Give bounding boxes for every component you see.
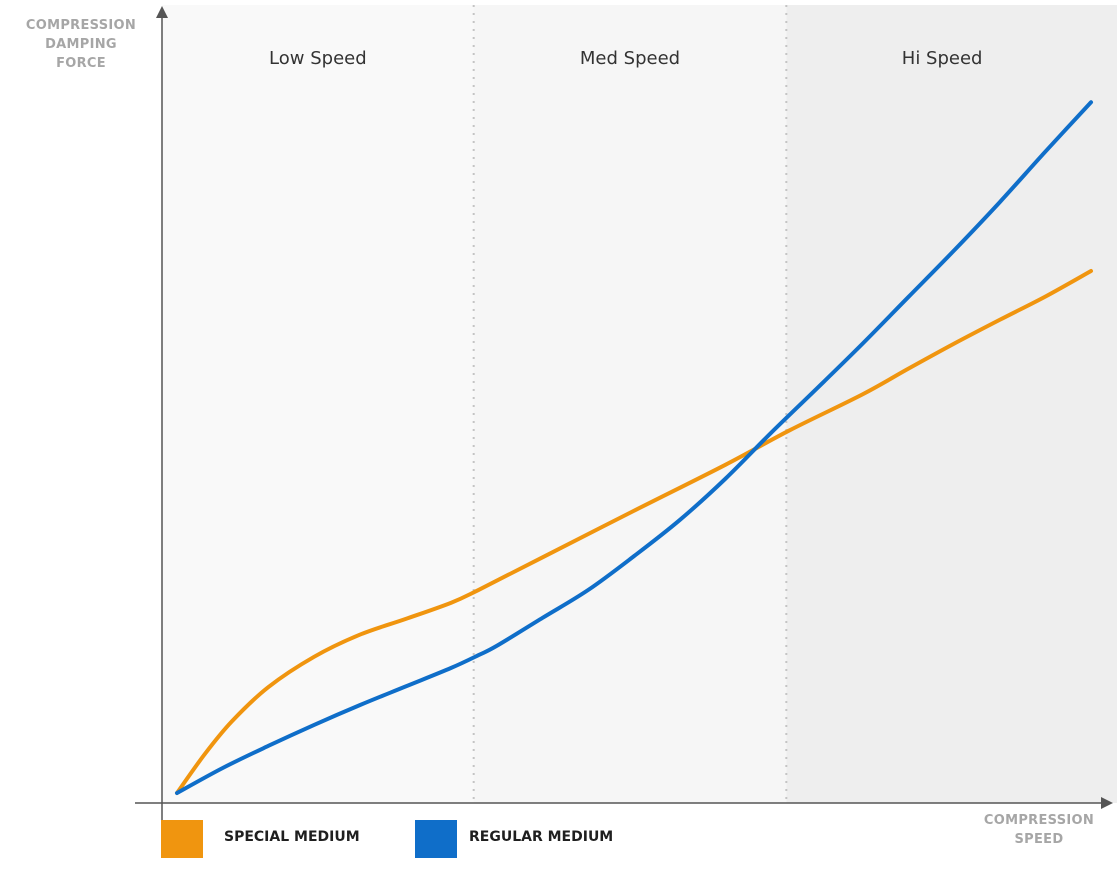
zone-low-speed [162, 5, 474, 803]
x-axis-title-line-2: SPEED [1014, 832, 1064, 847]
speed-zones [162, 5, 1117, 803]
series-lines [175, 100, 1093, 795]
legend-swatch-special-medium [161, 820, 203, 858]
x-axis-title: COMPRESSION SPEED [972, 811, 1106, 849]
y-axis-title: COMPRESSION DAMPING FORCE [22, 16, 140, 73]
zone-med-speed [473, 5, 787, 803]
x-axis-arrow-icon [1101, 797, 1113, 809]
zone-labels: Low Speed Med Speed Hi Speed [269, 48, 982, 69]
y-axis-title-line-1: COMPRESSION [25, 18, 137, 33]
legend-label-special-medium: SPECIAL MEDIUM [224, 829, 360, 845]
axes [135, 6, 1113, 830]
zone-hi-speed [786, 5, 1117, 803]
x-axis-title-line-1: COMPRESSION [983, 813, 1095, 828]
zone-label-med-speed: Med Speed [580, 48, 680, 69]
y-axis-title-line-3: FORCE [56, 56, 106, 71]
series-line-special-medium [175, 269, 1093, 795]
y-axis-title-line-2: DAMPING [45, 37, 117, 52]
zone-label-hi-speed: Hi Speed [902, 48, 983, 69]
zone-label-low-speed: Low Speed [269, 48, 367, 69]
legend-swatch-regular-medium [415, 820, 457, 858]
series-line-regular-medium [175, 100, 1093, 795]
legend-label-regular-medium: REGULAR MEDIUM [469, 829, 614, 845]
y-axis-arrow-icon [156, 6, 168, 18]
